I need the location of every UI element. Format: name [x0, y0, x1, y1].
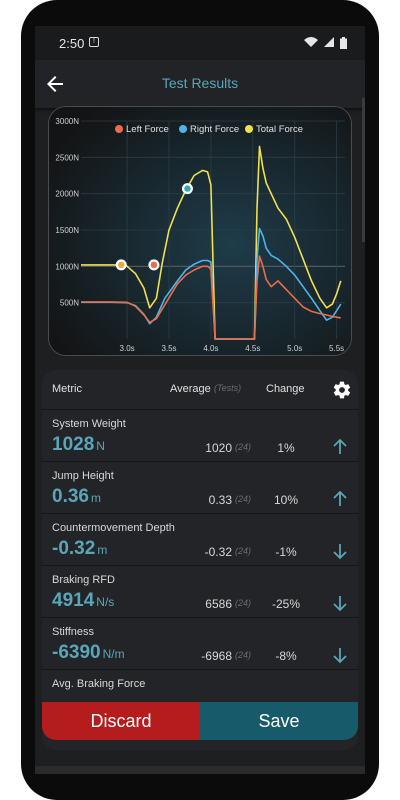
metric-value-number: 0.36	[52, 486, 89, 507]
force-chart: 3000N 2500N 2000N 1500N 1000N 500N 3.0s 3.5s 4.0…	[48, 106, 352, 356]
legend-label: Right Force	[190, 124, 239, 135]
x-tick-label: 5.5s	[329, 344, 344, 353]
y-tick-label: 500N	[60, 299, 79, 308]
metric-average: 0.33	[208, 493, 232, 507]
metric-name: Stiffness	[52, 626, 94, 638]
metric-unit: m	[97, 543, 108, 557]
x-tick-label: 4.5s	[245, 344, 260, 353]
table-row[interactable]: Countermovement Depth -0.32 m -0.32 (24) -1%	[42, 514, 358, 566]
metric-value-number: 1028	[52, 434, 95, 455]
x-tick-label: 3.0s	[120, 344, 135, 353]
table-row[interactable]: Braking RFD 4914 N/s 6586 (24) -25%	[42, 566, 358, 618]
y-tick-label: 2000N	[55, 190, 79, 199]
metric-average: -6968	[201, 649, 232, 663]
y-tick-label: 2500N	[55, 153, 79, 162]
legend-label: Total Force	[256, 124, 303, 135]
metric-change: -25%	[271, 597, 300, 611]
header-average: Average	[170, 383, 211, 395]
app-bar: Test Results	[35, 60, 365, 108]
metric-name: Jump Height	[52, 470, 114, 482]
metric-tests: (24)	[235, 650, 252, 660]
metric-unit: N	[96, 439, 105, 453]
x-tick-label: 4.0s	[203, 344, 218, 353]
chart-marker-dot	[150, 261, 158, 269]
x-tick-label: 3.5s	[161, 344, 176, 353]
arrow-down-icon	[333, 544, 347, 560]
battery-icon	[340, 37, 347, 49]
status-bar: 2:50 !	[35, 26, 365, 60]
x-tick-label: 5.0s	[287, 344, 302, 353]
signal-icon	[324, 37, 334, 47]
legend-swatch	[245, 125, 253, 133]
alert-box-icon: !	[89, 37, 99, 47]
metric-value: 0.36 m	[52, 486, 101, 508]
app-screen: 2:50 ! Test Results	[35, 26, 365, 766]
metric-name: System Weight	[52, 418, 126, 430]
action-buttons: Discard Save	[42, 702, 358, 740]
force-chart-svg: 3000N 2500N 2000N 1500N 1000N 500N 3.0s 3.5s 4.0…	[49, 107, 351, 355]
scroll-indicator	[362, 98, 365, 242]
table-row[interactable]: Jump Height 0.36 m 0.33 (24) 10%	[42, 462, 358, 514]
metric-average: 6586	[205, 597, 232, 611]
arrow-up-icon	[333, 438, 347, 454]
metric-average: -0.32	[204, 545, 232, 559]
metrics-table: Metric Average (Tests) Change System Wei…	[42, 370, 358, 750]
metric-unit: m	[90, 491, 101, 505]
arrow-down-icon	[333, 596, 347, 612]
metric-value-number: -0.32	[52, 538, 96, 559]
wifi-icon	[304, 37, 318, 47]
legend-swatch	[115, 125, 123, 133]
table-row[interactable]: System Weight 1028 N 1020 (24) 1%	[42, 410, 358, 462]
table-header: Metric Average (Tests) Change	[42, 370, 358, 410]
metric-name: Countermovement Depth	[52, 522, 175, 534]
chart-marker-dot	[118, 261, 125, 269]
phone-frame: 2:50 ! Test Results	[21, 0, 379, 800]
discard-button[interactable]: Discard	[42, 702, 200, 740]
y-tick-label: 3000N	[55, 117, 79, 126]
header-tests: (Tests)	[214, 383, 242, 393]
legend-swatch	[179, 125, 187, 133]
metric-tests: (24)	[235, 598, 252, 608]
metric-value: 1028 N	[52, 434, 105, 456]
chart-marker-dot	[184, 185, 191, 192]
metric-name: Avg. Braking Force	[52, 678, 146, 690]
arrow-down-icon	[333, 648, 347, 664]
table-body: System Weight 1028 N 1020 (24) 1% Jump Height 0…	[42, 410, 358, 722]
header-change: Change	[266, 383, 305, 395]
gear-icon[interactable]	[332, 380, 352, 400]
page-title: Test Results	[161, 75, 239, 91]
metric-change: 1%	[277, 441, 295, 455]
table-row[interactable]: Stiffness -6390 N/m -6968 (24) -8%	[42, 618, 358, 670]
status-time: 2:50	[59, 36, 85, 51]
metric-tests: (24)	[235, 442, 252, 452]
metric-unit: N/s	[96, 595, 115, 609]
save-button[interactable]: Save	[200, 702, 358, 740]
series-line-left-force	[81, 255, 341, 340]
metric-value-number: 4914	[52, 590, 95, 611]
metric-change: -8%	[275, 649, 297, 663]
arrow-left-icon[interactable]	[43, 72, 67, 96]
legend-label: Left Force	[126, 124, 169, 135]
header-metric: Metric	[52, 383, 82, 395]
metric-name: Braking RFD	[52, 574, 115, 586]
metric-tests: (24)	[235, 494, 252, 504]
metric-value-number: -6390	[52, 642, 101, 663]
y-tick-label: 1500N	[55, 226, 79, 235]
metric-change: -1%	[275, 545, 297, 559]
metric-change: 10%	[273, 493, 299, 507]
metric-tests: (24)	[235, 546, 252, 556]
arrow-up-icon	[333, 490, 347, 506]
metric-value: -6390 N/m	[52, 642, 125, 664]
metric-value: 4914 N/s	[52, 590, 114, 612]
metric-value: -0.32 m	[52, 538, 107, 560]
y-tick-label: 1000N	[55, 262, 79, 271]
bottom-edge	[35, 766, 365, 774]
metric-unit: N/m	[102, 647, 125, 661]
metric-average: 1020	[205, 441, 232, 455]
